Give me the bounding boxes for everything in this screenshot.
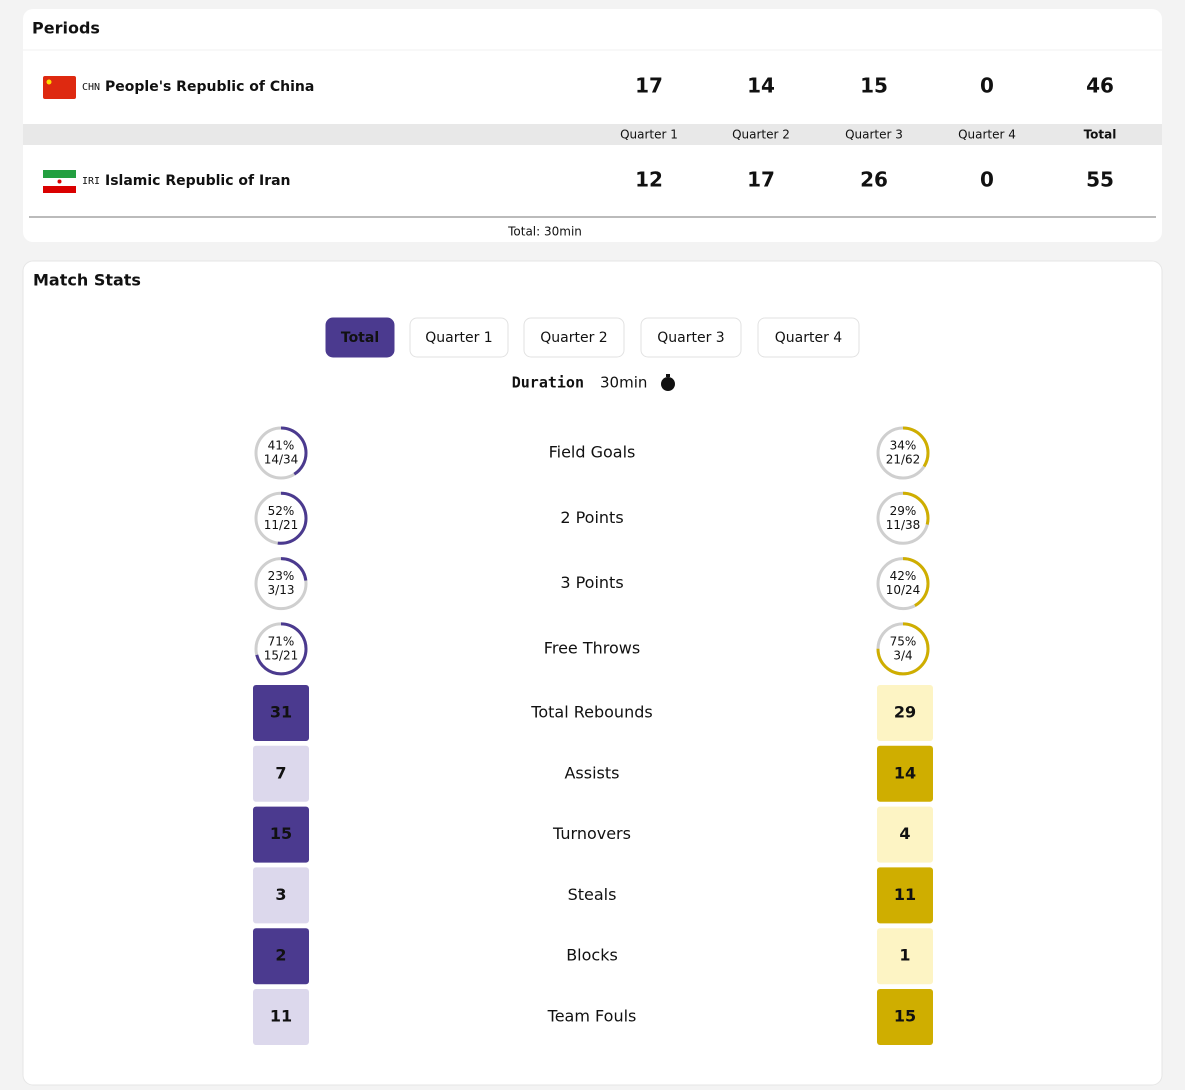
- stat-box: [877, 806, 933, 863]
- tab[interactable]: [325, 317, 395, 358]
- stat-box: [253, 989, 309, 1045]
- stat-value: 11: [270, 1007, 292, 1026]
- ring-arc: [876, 557, 930, 611]
- stopwatch-icon: [661, 374, 675, 391]
- stat-box: [877, 867, 933, 924]
- ring-made: 14/34: [264, 453, 299, 467]
- stat-name: Team Fouls: [547, 1007, 637, 1026]
- ring-pct: 42%: [890, 569, 917, 583]
- stat-box: [877, 685, 933, 741]
- stat-value: 3: [275, 885, 286, 904]
- team-name: Islamic Republic of Iran: [105, 173, 291, 189]
- stat-value: 15: [894, 1007, 916, 1026]
- stat-box: [253, 745, 309, 802]
- score: 0: [980, 168, 994, 192]
- score: 55: [1086, 168, 1114, 192]
- ring-pct: 75%: [890, 634, 917, 648]
- column-label: Total: [1084, 128, 1117, 142]
- stat-name: Turnovers: [552, 824, 631, 843]
- stat-box: [877, 989, 933, 1045]
- stat-value: 4: [899, 824, 910, 843]
- ring-made: 3/4: [893, 648, 912, 662]
- tab[interactable]: [640, 317, 742, 358]
- ring-made: 15/21: [264, 648, 299, 662]
- ring-pct: 23%: [268, 569, 295, 583]
- ring-arc: [254, 557, 308, 611]
- ring-made: 11/21: [264, 518, 299, 532]
- score: 0: [980, 74, 994, 98]
- score: 17: [635, 74, 663, 98]
- duration-value: 30min: [600, 374, 647, 392]
- stat-name: Steals: [568, 885, 617, 904]
- stat-name: Total Rebounds: [530, 703, 652, 722]
- stat-name: Free Throws: [544, 638, 640, 657]
- team-code: CHN: [82, 82, 100, 93]
- team-code: IRI: [82, 176, 100, 187]
- flag-chn: [43, 76, 76, 99]
- tab-label[interactable]: Quarter 1: [425, 330, 492, 346]
- stat-name: Assists: [564, 763, 619, 782]
- ring-arc: [254, 426, 308, 480]
- ring-arc: [876, 426, 930, 480]
- section-title: Match Stats: [33, 271, 141, 290]
- ring-made: 3/13: [268, 583, 295, 597]
- ring-arc: [254, 622, 308, 676]
- score: 17: [747, 168, 775, 192]
- flag-iri: [43, 170, 76, 193]
- stat-box: [877, 928, 933, 985]
- ring-arc: [876, 622, 930, 676]
- stat-value: 11: [894, 885, 916, 904]
- tab[interactable]: [523, 317, 625, 358]
- ring-pct: 71%: [268, 634, 295, 648]
- stat-box: [877, 745, 933, 802]
- duration-label: Duration: [512, 374, 584, 392]
- stat-value: 7: [275, 763, 286, 782]
- tab-label[interactable]: Quarter 4: [775, 330, 843, 346]
- stat-name: Blocks: [566, 946, 618, 965]
- ring-made: 21/62: [886, 453, 921, 467]
- stat-name: Field Goals: [549, 443, 636, 462]
- stat-box: [253, 685, 309, 741]
- stat-value: 14: [894, 763, 916, 782]
- stat-box: [253, 928, 309, 985]
- stat-value: 31: [270, 703, 292, 722]
- ring-pct: 29%: [890, 504, 917, 518]
- ring-pct: 52%: [268, 504, 295, 518]
- stat-value: 15: [270, 824, 292, 843]
- stat-name: 2 Points: [560, 508, 623, 527]
- column-label: Quarter 3: [845, 128, 903, 142]
- column-label: Quarter 4: [958, 128, 1016, 142]
- ring-pct: 41%: [268, 439, 295, 453]
- tab-label[interactable]: Quarter 2: [540, 330, 607, 346]
- tab[interactable]: [409, 317, 509, 358]
- column-label: Quarter 1: [620, 128, 678, 142]
- stat-value: 2: [275, 946, 286, 965]
- tab[interactable]: [757, 317, 860, 358]
- score: 26: [860, 168, 888, 192]
- stat-value: 29: [894, 703, 916, 722]
- score: 12: [635, 168, 663, 192]
- ring-arc: [876, 491, 930, 545]
- team-name: People's Republic of China: [105, 79, 314, 95]
- ring-made: 11/38: [886, 518, 921, 532]
- ring-made: 10/24: [886, 583, 921, 597]
- stat-name: 3 Points: [560, 573, 623, 592]
- stat-box: [253, 806, 309, 863]
- score: 46: [1086, 74, 1114, 98]
- section-title: Periods: [32, 19, 100, 38]
- ring-pct: 34%: [890, 439, 917, 453]
- tab-label[interactable]: Quarter 3: [657, 330, 724, 346]
- tab-label[interactable]: Total: [341, 330, 379, 346]
- score: 15: [860, 74, 888, 98]
- header-band: [23, 124, 1162, 145]
- score: 14: [747, 74, 775, 98]
- ring-arc: [254, 491, 308, 545]
- stat-box: [253, 867, 309, 924]
- column-label: Quarter 2: [732, 128, 790, 142]
- stat-value: 1: [899, 946, 910, 965]
- duration-total: Total: 30min: [507, 225, 582, 239]
